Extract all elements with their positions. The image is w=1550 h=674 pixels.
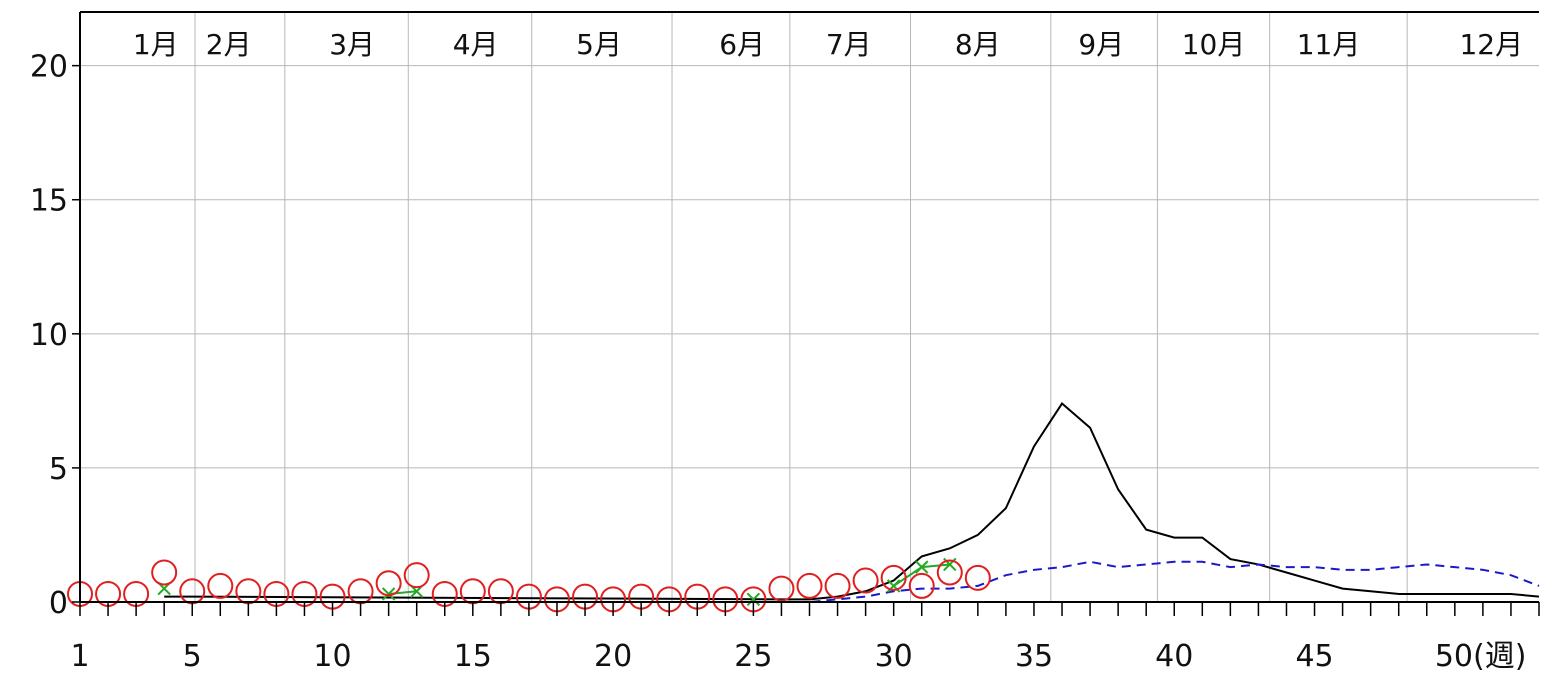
x-tick-label: 35 [1015, 639, 1053, 674]
series-line-dashed [781, 560, 1540, 603]
plot-background [80, 12, 1539, 602]
month-label: 6月 [719, 28, 765, 61]
series-marker-circle [207, 572, 234, 599]
series-marker-circle [852, 567, 879, 594]
y-tick-label: 10 [30, 318, 68, 353]
series-marker-circle [403, 562, 430, 589]
month-label: 4月 [453, 28, 499, 61]
x-tick-label: 50(週) [1435, 639, 1527, 674]
series-segment-green [893, 566, 923, 587]
month-label: 1月 [133, 28, 179, 61]
x-tick-label: 10 [313, 639, 351, 674]
month-label: 7月 [826, 28, 872, 61]
month-labels: 1月 2月 3月 4月 5月 6月 7月 8月 9月 10月 11月 12月 [133, 28, 1523, 61]
series-marker-circle [151, 559, 178, 586]
x-tick-label: 5 [183, 639, 202, 674]
month-label: 12月 [1459, 28, 1523, 61]
x-tick-label: 40 [1155, 639, 1193, 674]
series-marker-green [915, 560, 929, 574]
y-tick-label: 5 [49, 452, 68, 487]
series-segment-green [921, 563, 950, 569]
x-tick-label: 20 [594, 639, 632, 674]
x-tick-label: 25 [734, 639, 772, 674]
month-label: 5月 [576, 28, 622, 61]
series-marker-circle [375, 570, 402, 597]
series-marker-circle [824, 572, 851, 599]
x-tick-label: 1 [70, 639, 89, 674]
series-marker-circle [964, 564, 991, 591]
month-label: 3月 [329, 28, 375, 61]
series-marker-green [381, 587, 396, 601]
y-tick-label: 15 [30, 184, 68, 219]
month-label: 8月 [955, 28, 1001, 61]
series-marker-circle [936, 559, 963, 586]
month-label: 2月 [206, 28, 252, 61]
month-label: 10月 [1182, 28, 1246, 61]
series-marker-circle [880, 564, 907, 591]
x-tick-label: 30 [875, 639, 913, 674]
series-marker-circle [768, 575, 795, 602]
y-tick-label: 0 [49, 586, 68, 621]
series-marker-green [746, 592, 761, 607]
series-marker-circle [908, 572, 935, 599]
x-tick-label: 15 [454, 639, 492, 674]
y-tick-label: 20 [30, 50, 68, 85]
series-marker-circle [796, 572, 823, 599]
grid [80, 12, 1539, 602]
month-label: 11月 [1297, 28, 1361, 61]
month-label: 9月 [1078, 28, 1124, 61]
x-tick-label: 45 [1295, 639, 1333, 674]
